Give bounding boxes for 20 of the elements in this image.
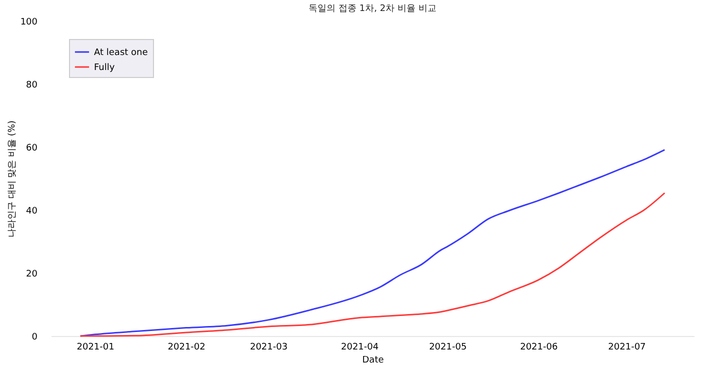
y-tick-label: 60	[26, 144, 38, 154]
legend-label: Fully	[94, 63, 116, 73]
x-tick-label: 2021-02	[168, 342, 206, 352]
y-tick-label: 40	[26, 206, 38, 216]
x-tick-label: 2021-03	[250, 342, 288, 352]
y-tick-label: 20	[26, 270, 38, 280]
x-tick-label: 2021-07	[608, 342, 646, 352]
x-tick-label: 2021-06	[520, 342, 558, 352]
y-tick-label: 100	[20, 18, 38, 28]
line-series	[80, 149, 666, 337]
line-series	[80, 192, 666, 337]
legend-label: At least one	[94, 48, 148, 58]
x-tick-label: 2021-04	[340, 342, 379, 352]
chart-title: 독일의 접종 1차, 2차 비율 비교	[308, 4, 436, 14]
x-tick-label: 2021-01	[76, 342, 114, 352]
y-tick-label: 0	[32, 332, 38, 342]
x-axis-title: Date	[362, 356, 384, 366]
y-axis-title: 나라인구 대비 맞은 비율 (%)	[7, 120, 18, 238]
y-tick-label: 80	[26, 80, 38, 90]
x-tick-label: 2021-05	[429, 342, 467, 352]
